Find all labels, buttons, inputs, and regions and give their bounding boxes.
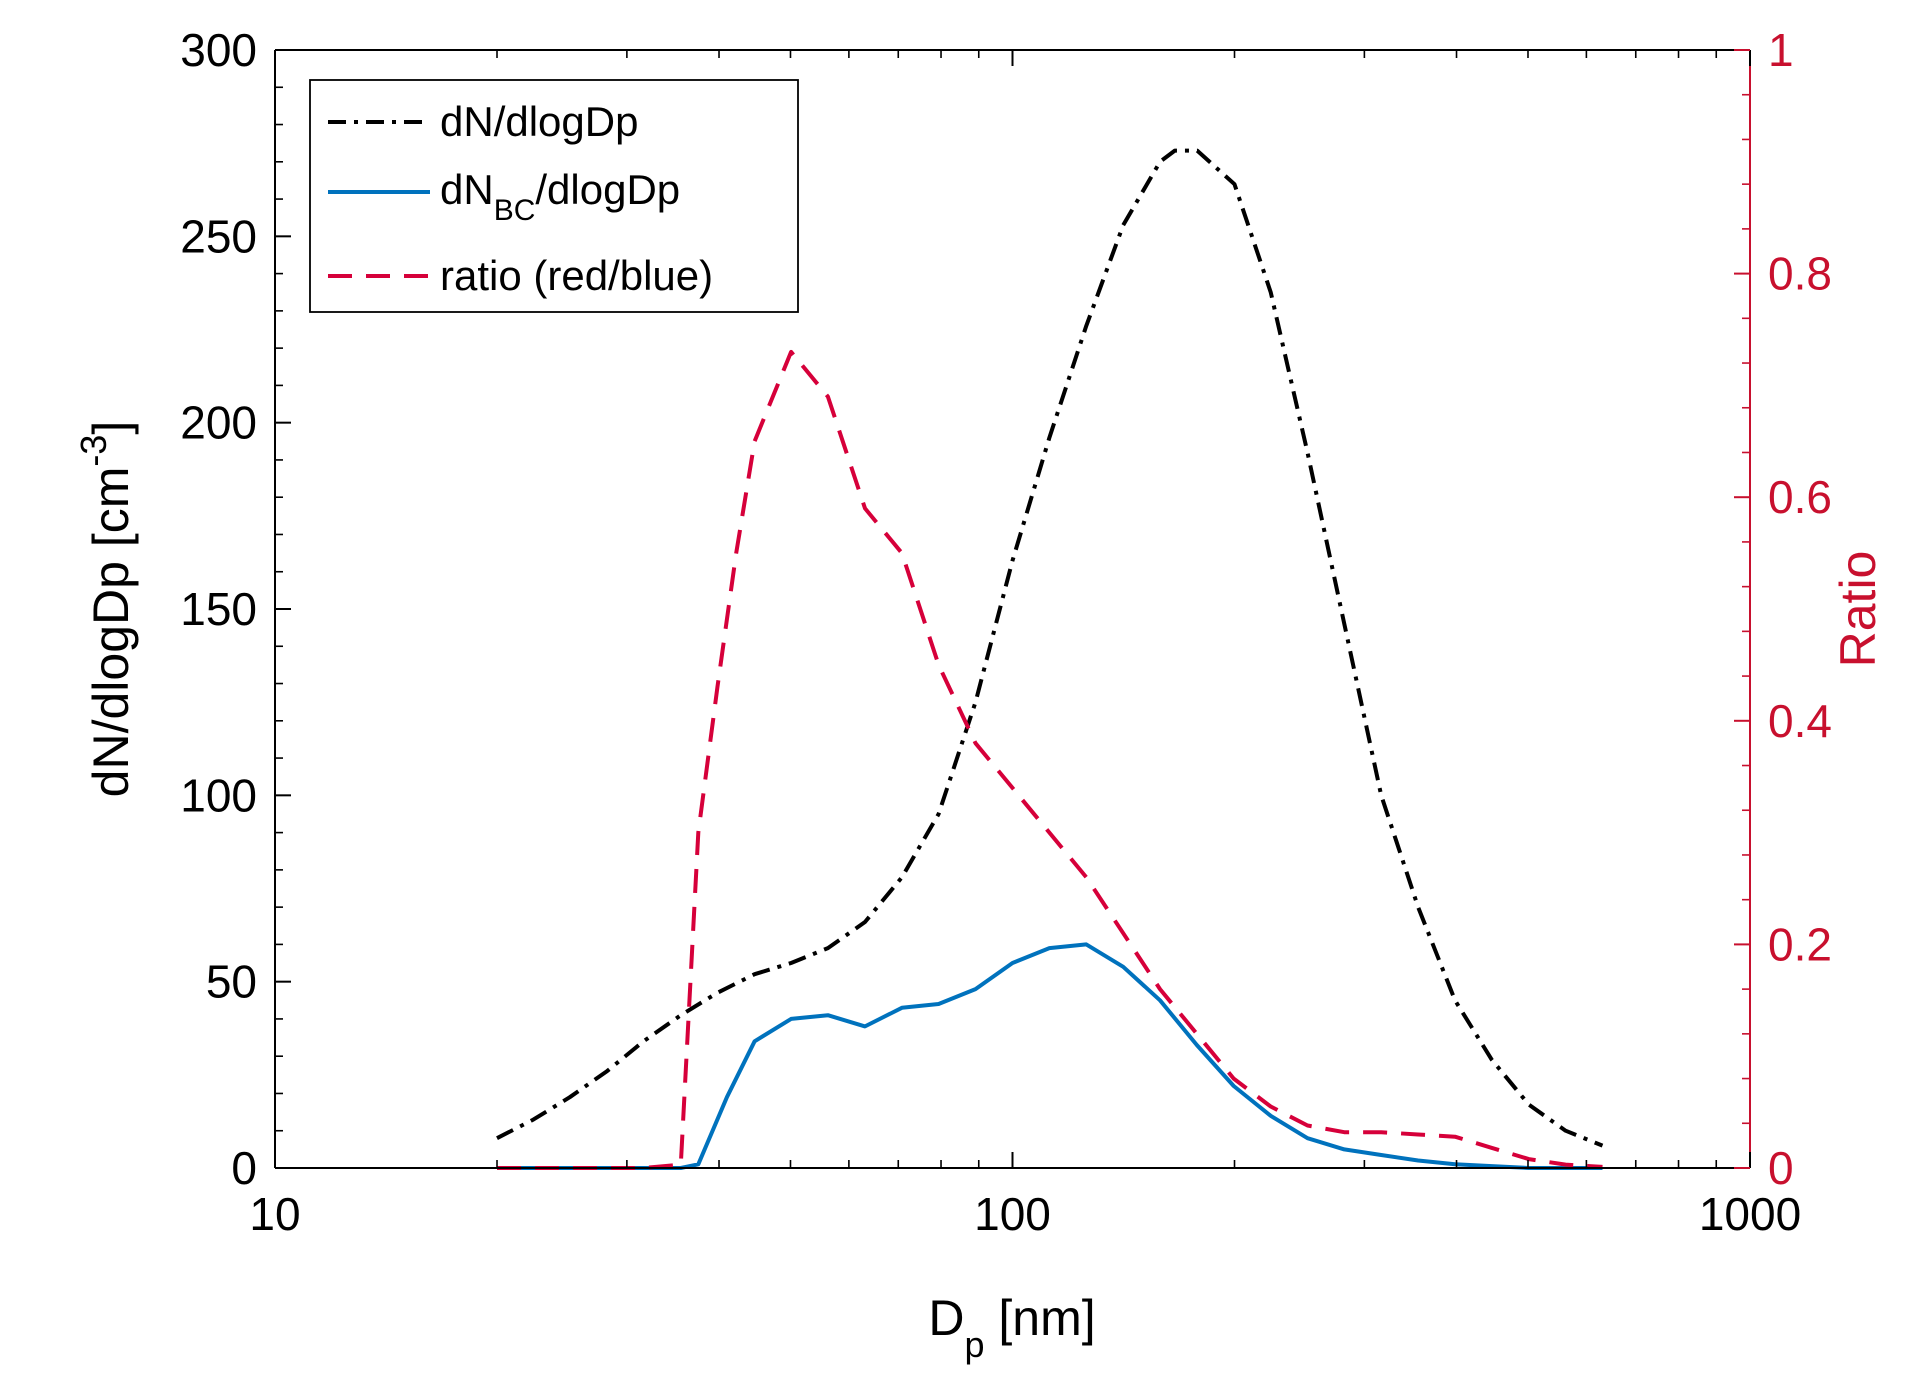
y-left-tick-label: 200 <box>180 397 257 449</box>
legend-box <box>309 79 799 313</box>
y-left-tick-label: 0 <box>231 1142 257 1194</box>
y-right-tick-label: 0 <box>1768 1142 1794 1194</box>
x-axis-title-sub: p <box>964 1324 984 1365</box>
x-axis-title-rest: [nm] <box>985 1290 1096 1346</box>
legend-label-bc: dNBC/dlogDp <box>440 166 680 227</box>
legend: dN/dlogDp dNBC/dlogDp ratio (red/blue) <box>309 79 799 313</box>
y-left-tick-label: 150 <box>180 583 257 635</box>
y-right-tick-label: 0.8 <box>1768 248 1832 300</box>
y-right-tick-label: 0.2 <box>1768 918 1832 970</box>
legend-label-total: dN/dlogDp <box>440 98 638 145</box>
y-right-tick-label: 1 <box>1768 24 1794 76</box>
legend-label-ratio: ratio (red/blue) <box>440 252 713 299</box>
axes-layer: 10 100 100005010015020025030000.20.40.60.8… <box>180 24 1832 1240</box>
y-left-axis-title-sup: -3 <box>73 435 114 467</box>
legend-label-bc-sub: BC <box>494 194 536 227</box>
y-left-tick-label: 50 <box>206 956 257 1008</box>
x-axis-title: Dp [nm] <box>928 1290 1095 1365</box>
y-left-tick-label: 300 <box>180 24 257 76</box>
y-right-tick-label: 0.4 <box>1768 695 1832 747</box>
x-tick-label: 1000 <box>1699 1188 1801 1240</box>
legend-label-bc-rest: /dlogDp <box>535 166 680 213</box>
y-right-axis-title: Ratio <box>1830 551 1886 668</box>
x-axis-title-main: D <box>928 1290 964 1346</box>
y-left-axis-title-rest: ] <box>83 421 139 435</box>
y-left-axis-title-main: dN/dlogDp [cm <box>83 467 139 798</box>
legend-label-bc-main: dN <box>440 166 494 213</box>
y-left-tick-label: 100 <box>180 769 257 821</box>
series-line-total <box>496 148 1604 1148</box>
x-tick-label: 10 <box>249 1188 300 1240</box>
x-tick-label: 100 <box>974 1188 1051 1240</box>
series-line-ratio <box>497 349 1603 1170</box>
y-left-axis-title: dN/dlogDp [cm-3] <box>73 421 139 798</box>
y-left-tick-label: 250 <box>180 210 257 262</box>
y-right-tick-label: 0.6 <box>1768 471 1832 523</box>
